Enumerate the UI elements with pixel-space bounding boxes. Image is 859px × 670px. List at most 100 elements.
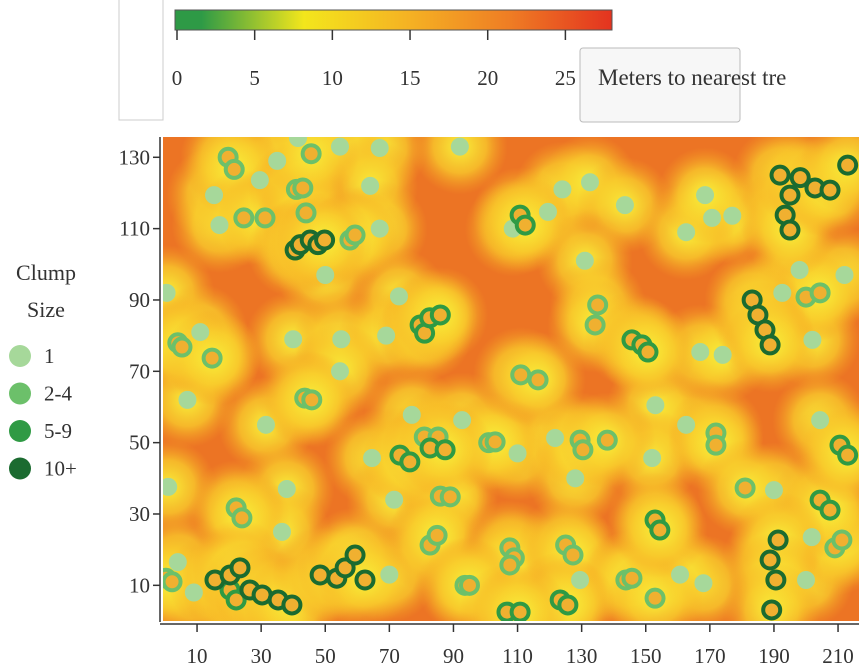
tree-point (759, 334, 781, 356)
tree-point (759, 549, 781, 571)
x-tick-label: 210 (822, 644, 854, 668)
tree-point (434, 439, 456, 461)
tree-point (694, 574, 713, 593)
tree-point (705, 434, 727, 456)
tree-point (713, 345, 732, 364)
tree-point (819, 179, 841, 201)
tree-point (233, 207, 255, 229)
x-tick-label: 50 (315, 644, 336, 668)
tree-point (426, 524, 448, 546)
tree-point (292, 177, 314, 199)
tree-point (615, 196, 634, 215)
y-tick-label: 70 (129, 359, 150, 383)
tree-point (646, 396, 665, 415)
tree-point (546, 429, 565, 448)
tree-point (210, 216, 229, 235)
tree-point (811, 411, 830, 430)
tree-point (284, 330, 303, 349)
tree-point (769, 164, 791, 186)
tree-point (332, 330, 351, 349)
legend-swatch (9, 457, 31, 480)
tree-point (514, 214, 536, 236)
tree-point (377, 326, 396, 345)
tree-point (163, 283, 176, 302)
tree-point (223, 158, 245, 180)
tree-point (289, 137, 308, 148)
tree-point (835, 266, 854, 285)
tree-point (677, 415, 696, 434)
tree-point (773, 283, 792, 302)
tree-point (256, 415, 275, 434)
tree-point (163, 571, 183, 593)
tree-point (765, 569, 787, 591)
legend-label: 2-4 (44, 382, 72, 406)
tree-point (819, 499, 841, 521)
tree-point (779, 219, 801, 241)
tree-point (429, 304, 451, 326)
y-tick-label: 50 (129, 431, 150, 455)
tree-point (225, 589, 247, 611)
heat-glow (472, 564, 569, 621)
tree-point (370, 139, 389, 158)
tree-point (281, 594, 303, 616)
tree-point (250, 171, 269, 190)
tree-point (300, 143, 322, 165)
tree-point (205, 186, 224, 205)
tree-point (837, 154, 859, 176)
tree-point (691, 343, 710, 362)
x-tick-label: 70 (379, 644, 400, 668)
tree-point (510, 364, 532, 386)
y-tick-label: 110 (119, 217, 150, 241)
tree-point (309, 564, 331, 586)
legend: Clump Size 1 2-4 5-9 10+ (9, 260, 77, 481)
tree-point (272, 522, 291, 541)
tree-point (734, 477, 756, 499)
tree-point (779, 184, 801, 206)
plot-area (163, 137, 859, 621)
colorbar: 0 5 10 15 20 25 Meters to nearest tre (172, 9, 786, 123)
colorbar-tick-label: 5 (249, 66, 260, 90)
tree-point (671, 565, 690, 584)
tree-point (761, 599, 783, 621)
y-tick-label: 30 (129, 502, 150, 526)
tree-point (370, 219, 389, 238)
tree-point (254, 207, 276, 229)
legend-label: 5-9 (44, 419, 72, 443)
tree-point (797, 570, 815, 589)
tree-point (314, 229, 336, 251)
tree-point (562, 544, 584, 566)
tree-point (344, 224, 366, 246)
tree-point (596, 429, 618, 451)
colorbar-tick-label: 0 (172, 66, 183, 90)
tree-point (178, 390, 197, 409)
y-tick-label: 10 (129, 573, 150, 597)
x-tick-label: 30 (251, 644, 272, 668)
tree-point (575, 251, 594, 270)
legend-label: 10+ (44, 457, 77, 481)
tree-point (229, 557, 251, 579)
tree-point (171, 336, 193, 358)
tree-point (402, 405, 421, 424)
tree-point (316, 266, 335, 285)
tree-point (809, 282, 831, 304)
tree-point (643, 448, 662, 467)
colorbar-label-box (579, 47, 741, 123)
tree-point (584, 314, 606, 336)
tree-point (767, 529, 789, 551)
y-tick-label: 130 (119, 145, 151, 169)
side-panel (118, 0, 164, 121)
tree-point (789, 167, 811, 189)
tree-point (572, 439, 594, 461)
tree-point (191, 323, 210, 342)
tree-point (571, 570, 590, 589)
tree-point (453, 411, 472, 430)
legend-title: Clump Size (16, 260, 76, 322)
tree-point (201, 347, 223, 369)
x-tick-label: 110 (502, 644, 533, 668)
tree-point (499, 554, 521, 576)
heat-glow (411, 137, 508, 195)
tree-point (621, 567, 643, 589)
y-tick-label: 90 (129, 288, 150, 312)
tree-point (231, 507, 253, 529)
